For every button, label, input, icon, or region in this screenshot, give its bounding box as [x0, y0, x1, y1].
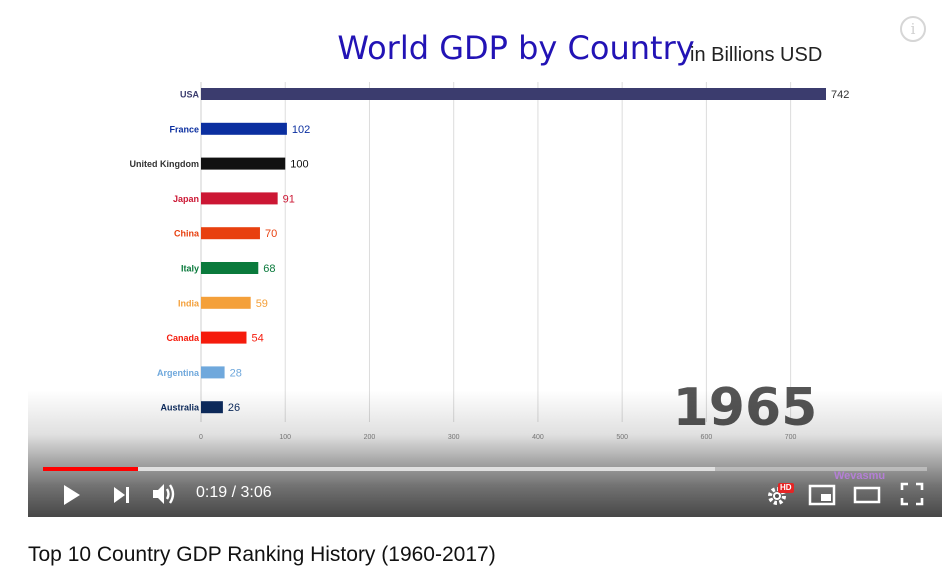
bar — [201, 401, 223, 414]
category-label: Canada — [166, 333, 200, 343]
volume-button[interactable] — [150, 481, 180, 507]
x-tick-label: 200 — [364, 434, 376, 441]
x-tick-label: 400 — [532, 434, 544, 441]
channel-watermark[interactable]: Wevasmu — [834, 470, 886, 482]
settings-icon — [768, 487, 786, 505]
bar — [201, 88, 826, 100]
x-tick-label: 500 — [616, 434, 628, 441]
progress-buffer — [43, 467, 715, 471]
info-icon[interactable]: i — [900, 16, 926, 42]
category-label: United Kingdom — [130, 159, 200, 169]
hd-badge: HD — [778, 483, 794, 493]
time-display: 0:19 / 3:06 — [196, 484, 272, 501]
value-label: 742 — [831, 89, 849, 101]
category-label: India — [178, 298, 200, 308]
category-label: France — [169, 124, 199, 134]
bar — [201, 296, 251, 309]
bars-layer: USA 742 France 102 United Kingdom 100 Japan 91 C… — [130, 88, 849, 414]
bar — [201, 331, 247, 344]
settings-button[interactable] — [764, 482, 794, 508]
bar — [201, 227, 260, 240]
x-tick-label: 300 — [448, 434, 460, 441]
bar — [201, 192, 278, 205]
category-label: Japan — [173, 194, 199, 204]
play-icon — [64, 485, 80, 505]
bar — [201, 122, 287, 135]
value-label: 102 — [292, 124, 310, 136]
value-label: 54 — [251, 333, 263, 345]
theater-icon — [853, 486, 881, 504]
value-label: 28 — [230, 367, 242, 379]
category-label: USA — [180, 90, 200, 100]
category-label: China — [174, 229, 200, 239]
x-tick-label: 0 — [199, 434, 203, 441]
x-tick-label: 100 — [279, 434, 291, 441]
value-label: 91 — [283, 193, 295, 205]
video-title: Top 10 Country GDP Ranking History (1960… — [28, 543, 496, 566]
value-label: 70 — [265, 228, 277, 240]
year-label: 1965 — [673, 378, 818, 438]
value-label: 68 — [263, 263, 275, 275]
bar — [201, 157, 286, 170]
video-player[interactable]: 0 100 200 300 400 500 600 700 USA 742 France 102 Un… — [28, 0, 942, 517]
next-button[interactable] — [110, 484, 134, 506]
category-label: Italy — [181, 264, 199, 274]
progress-played — [43, 467, 139, 471]
miniplayer-button[interactable] — [808, 483, 836, 507]
bar — [201, 262, 259, 274]
value-label: 59 — [256, 298, 268, 310]
value-label: 26 — [228, 402, 240, 414]
category-label: Argentina — [157, 368, 200, 378]
theater-mode-button[interactable] — [853, 484, 881, 506]
fullscreen-icon — [900, 482, 924, 506]
volume-icon — [153, 484, 175, 504]
miniplayer-icon — [808, 484, 836, 506]
category-label: Australia — [160, 403, 200, 413]
play-button[interactable] — [58, 482, 84, 508]
chart-title: World GDP by Country — [337, 29, 694, 67]
progress-bar[interactable] — [43, 467, 927, 471]
value-label: 100 — [290, 159, 308, 171]
next-icon — [114, 487, 129, 503]
bar — [201, 366, 225, 379]
chart-subtitle: in Billions USD — [690, 44, 822, 66]
fullscreen-button[interactable] — [900, 482, 924, 506]
